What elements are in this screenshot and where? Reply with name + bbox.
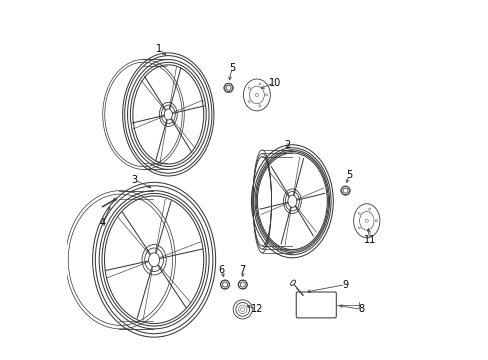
Text: 11: 11 (363, 235, 375, 245)
Text: 8: 8 (358, 304, 364, 314)
Text: 6: 6 (218, 265, 224, 275)
Text: 12: 12 (250, 304, 263, 314)
Text: 3: 3 (131, 175, 138, 185)
Text: 4: 4 (100, 217, 105, 228)
Text: 7: 7 (239, 265, 245, 275)
Text: 10: 10 (268, 77, 280, 87)
Text: 5: 5 (228, 63, 235, 73)
Text: 2: 2 (284, 140, 289, 149)
Text: 9: 9 (342, 280, 348, 289)
Text: 1: 1 (156, 44, 162, 54)
Text: 5: 5 (345, 170, 351, 180)
